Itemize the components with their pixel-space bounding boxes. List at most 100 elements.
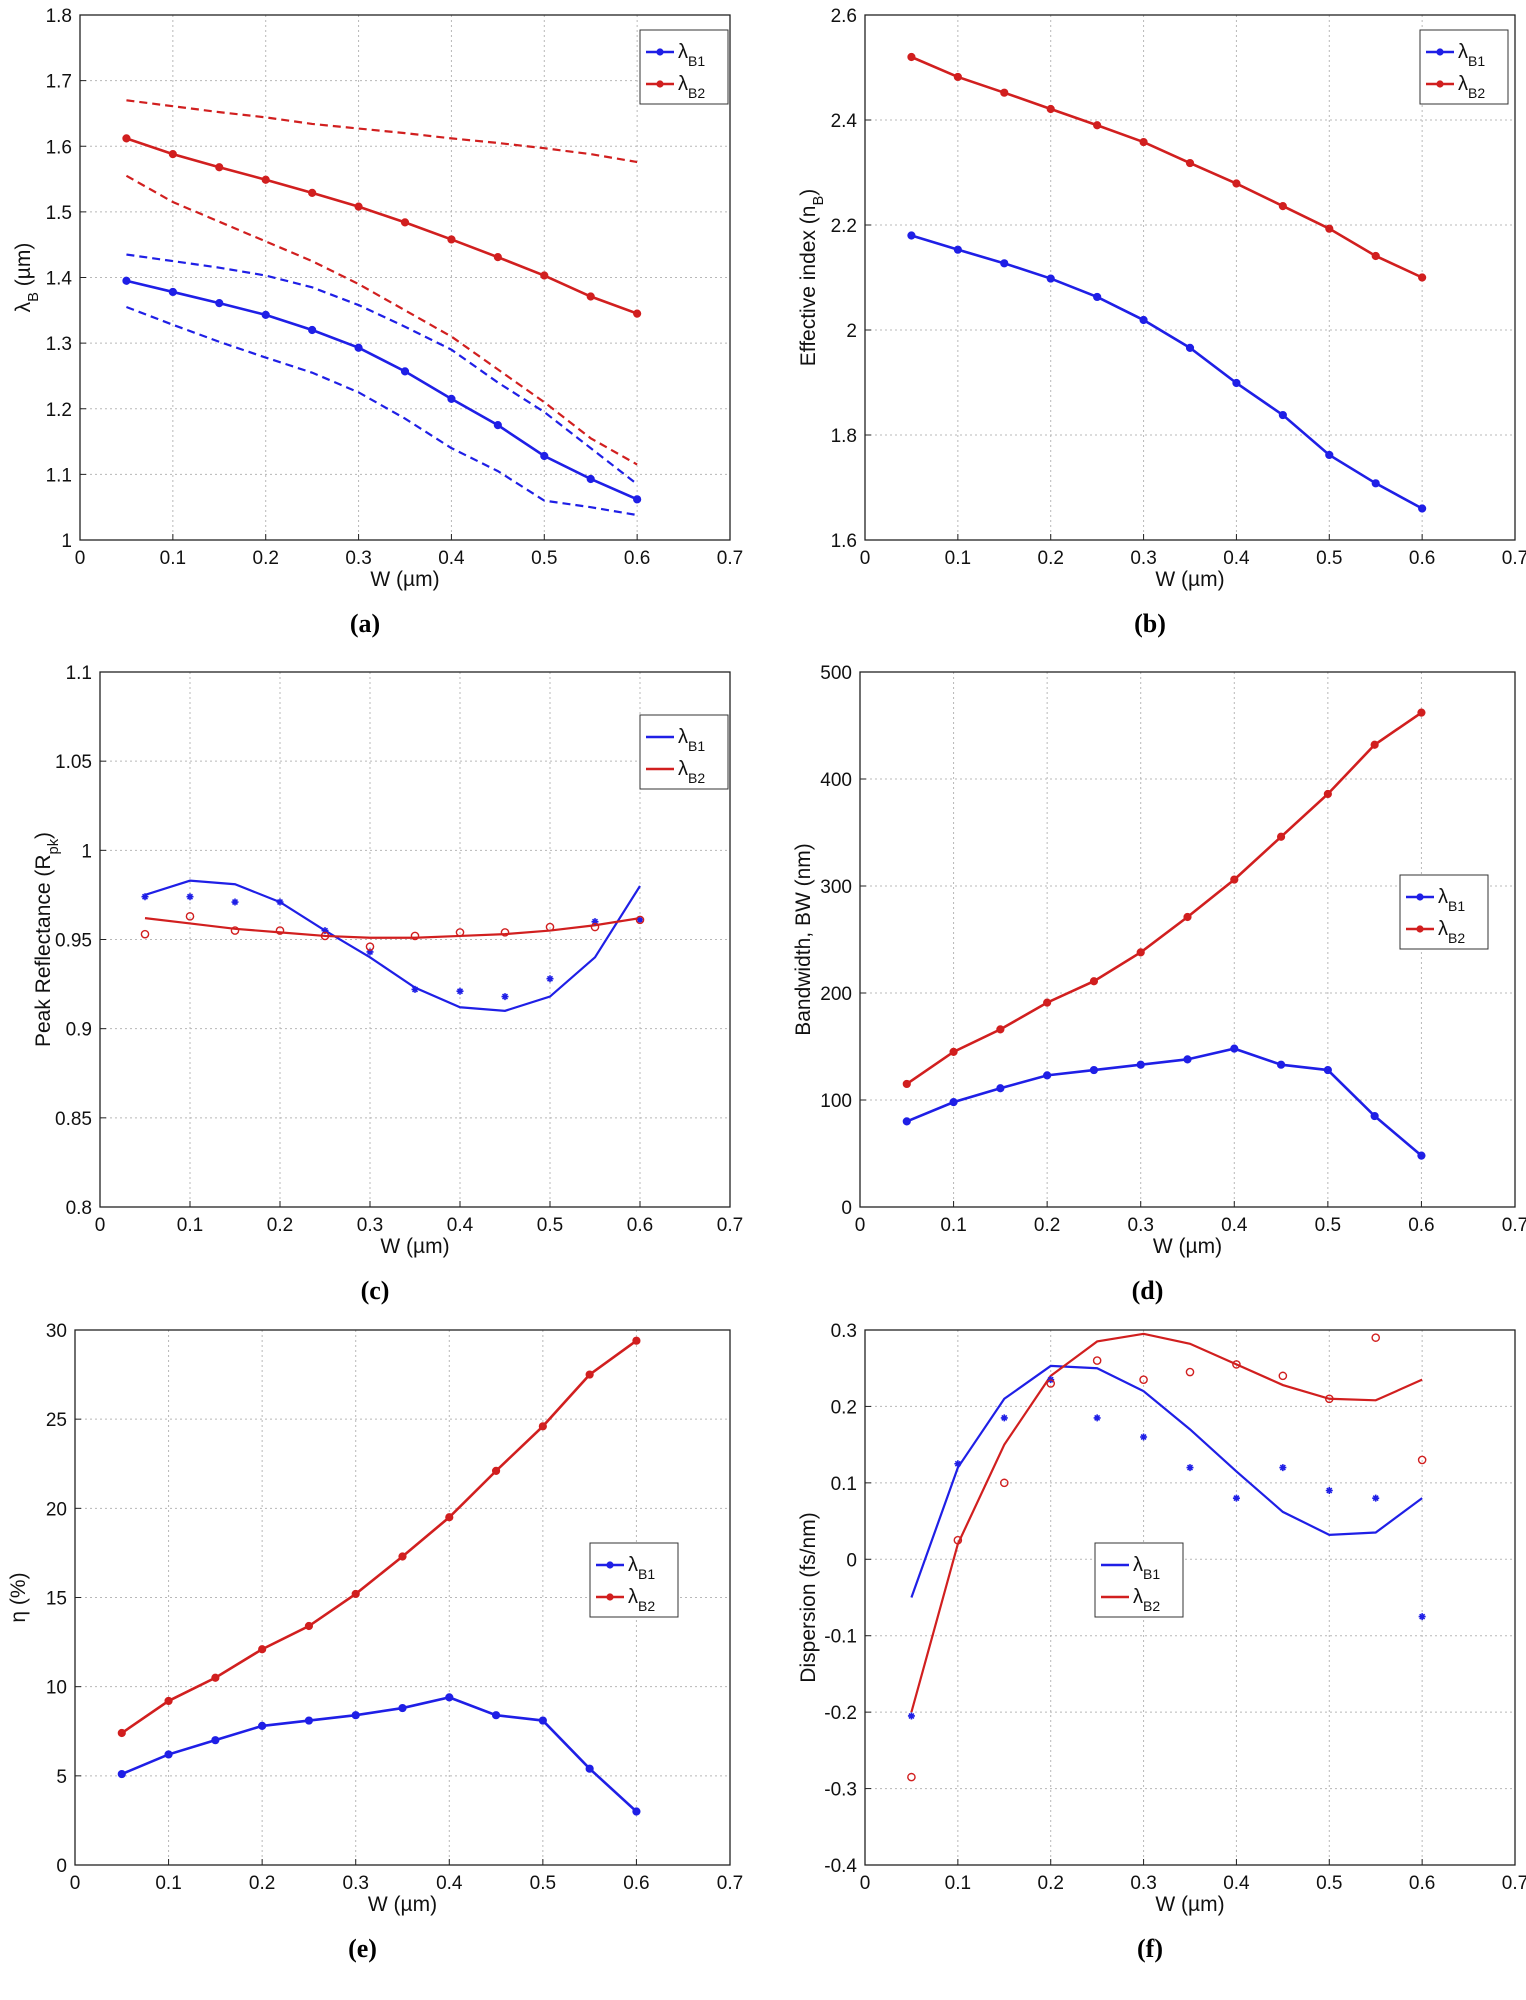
y-tick-label: 0.3 bbox=[831, 1321, 857, 1342]
data-point bbox=[1325, 224, 1334, 233]
panel-label: (b) bbox=[1134, 609, 1166, 638]
data-point bbox=[1278, 410, 1287, 420]
y-tick-label: 0.2 bbox=[831, 1397, 857, 1418]
y-tick-label: 2 bbox=[846, 321, 857, 342]
series-line bbox=[910, 55, 1423, 279]
data-point bbox=[1230, 1044, 1239, 1053]
data-point bbox=[907, 1772, 916, 1782]
legend-marker bbox=[606, 1561, 614, 1569]
panel-label: (a) bbox=[350, 609, 380, 638]
data-point bbox=[902, 1117, 911, 1126]
data-point bbox=[211, 1736, 220, 1745]
series-λB2 bbox=[907, 52, 1427, 282]
series-line bbox=[906, 1047, 1423, 1157]
y-tick-label: 25 bbox=[46, 1410, 67, 1431]
plot-frame bbox=[864, 14, 1516, 541]
legend-box bbox=[1094, 1542, 1184, 1618]
data-point bbox=[907, 231, 916, 240]
series-line bbox=[126, 99, 638, 164]
series-λB1 bbox=[907, 231, 1427, 513]
data-point bbox=[949, 1098, 958, 1107]
data-point bbox=[954, 1460, 962, 1468]
data-point bbox=[400, 367, 410, 376]
data-point bbox=[491, 1466, 501, 1475]
data-point bbox=[1325, 1487, 1333, 1494]
x-tick-label: 0.2 bbox=[1034, 1215, 1060, 1236]
y-tick-label: 1.1 bbox=[66, 663, 92, 684]
data-point bbox=[1276, 1060, 1286, 1069]
y-axis-label: Dispersion (fs/nm) bbox=[797, 1512, 820, 1682]
y-tick-label: 1.3 bbox=[46, 334, 72, 355]
legend-label: λB2 bbox=[628, 1586, 655, 1614]
data-point bbox=[304, 1621, 314, 1631]
legend-marker bbox=[656, 80, 664, 88]
data-point bbox=[398, 1703, 407, 1713]
data-point bbox=[320, 931, 330, 941]
series-λB2-lower bbox=[125, 174, 638, 466]
x-tick-label: 0.3 bbox=[345, 548, 371, 569]
data-point bbox=[1139, 1375, 1148, 1384]
data-point bbox=[122, 134, 131, 143]
data-point bbox=[1418, 1613, 1426, 1621]
data-point bbox=[308, 325, 317, 335]
data-point bbox=[185, 912, 195, 921]
data-point bbox=[538, 1422, 547, 1431]
data-point bbox=[1139, 315, 1148, 325]
x-tick-label: 0.3 bbox=[1130, 548, 1156, 569]
legend-label: λB2 bbox=[1133, 1586, 1160, 1614]
y-tick-label: 1.05 bbox=[55, 752, 92, 773]
y-tick-label: -0.1 bbox=[824, 1627, 857, 1648]
y-tick-label: 1.1 bbox=[46, 465, 72, 486]
series-line bbox=[144, 879, 641, 1012]
y-axis-label: Effective index (nB) bbox=[797, 189, 827, 367]
data-point bbox=[1371, 251, 1380, 261]
legend-label: λB2 bbox=[678, 73, 705, 101]
data-point bbox=[354, 343, 363, 352]
data-point bbox=[1093, 1414, 1101, 1422]
data-point bbox=[410, 931, 420, 941]
data-point bbox=[1232, 1360, 1241, 1369]
series-line bbox=[126, 253, 638, 486]
x-tick-label: 0 bbox=[75, 548, 86, 569]
data-point bbox=[164, 1750, 173, 1759]
data-point bbox=[1185, 1367, 1195, 1377]
plot-area bbox=[865, 15, 1515, 540]
data-point bbox=[1417, 708, 1426, 717]
series-λB2-fit bbox=[144, 917, 641, 939]
series-line bbox=[126, 137, 638, 315]
y-tick-label: 30 bbox=[46, 1321, 67, 1342]
data-point bbox=[447, 235, 456, 244]
y-tick-label: 0.9 bbox=[66, 1020, 92, 1041]
x-axis-label: W (µm) bbox=[370, 568, 439, 591]
data-point bbox=[907, 52, 916, 62]
y-tick-label: 2.6 bbox=[831, 6, 857, 27]
x-tick-label: 0.4 bbox=[438, 548, 465, 569]
data-point bbox=[1136, 1060, 1145, 1069]
x-axis-label: W (µm) bbox=[380, 1235, 449, 1258]
series-λB2 bbox=[122, 134, 642, 318]
y-tick-label: 2.4 bbox=[831, 111, 858, 132]
legend-box bbox=[639, 714, 729, 790]
series-λB1-upper bbox=[126, 253, 638, 486]
data-point bbox=[141, 893, 149, 901]
data-point bbox=[635, 915, 645, 925]
y-axis-label: Peak Reflectance (Rpk) bbox=[32, 832, 62, 1047]
data-point bbox=[1323, 789, 1332, 799]
x-axis-label: W (µm) bbox=[368, 1893, 437, 1916]
legend-box bbox=[1419, 29, 1509, 105]
series-line bbox=[910, 1364, 1423, 1598]
x-tick-label: 0.1 bbox=[945, 548, 971, 569]
legend-label: λB2 bbox=[1438, 918, 1465, 946]
data-point bbox=[1093, 121, 1102, 130]
data-point bbox=[501, 993, 509, 1001]
x-tick-label: 0.5 bbox=[537, 1215, 563, 1236]
x-tick-label: 0.1 bbox=[945, 1873, 971, 1894]
legend-marker bbox=[656, 48, 664, 56]
y-tick-label: 1.8 bbox=[831, 426, 857, 447]
